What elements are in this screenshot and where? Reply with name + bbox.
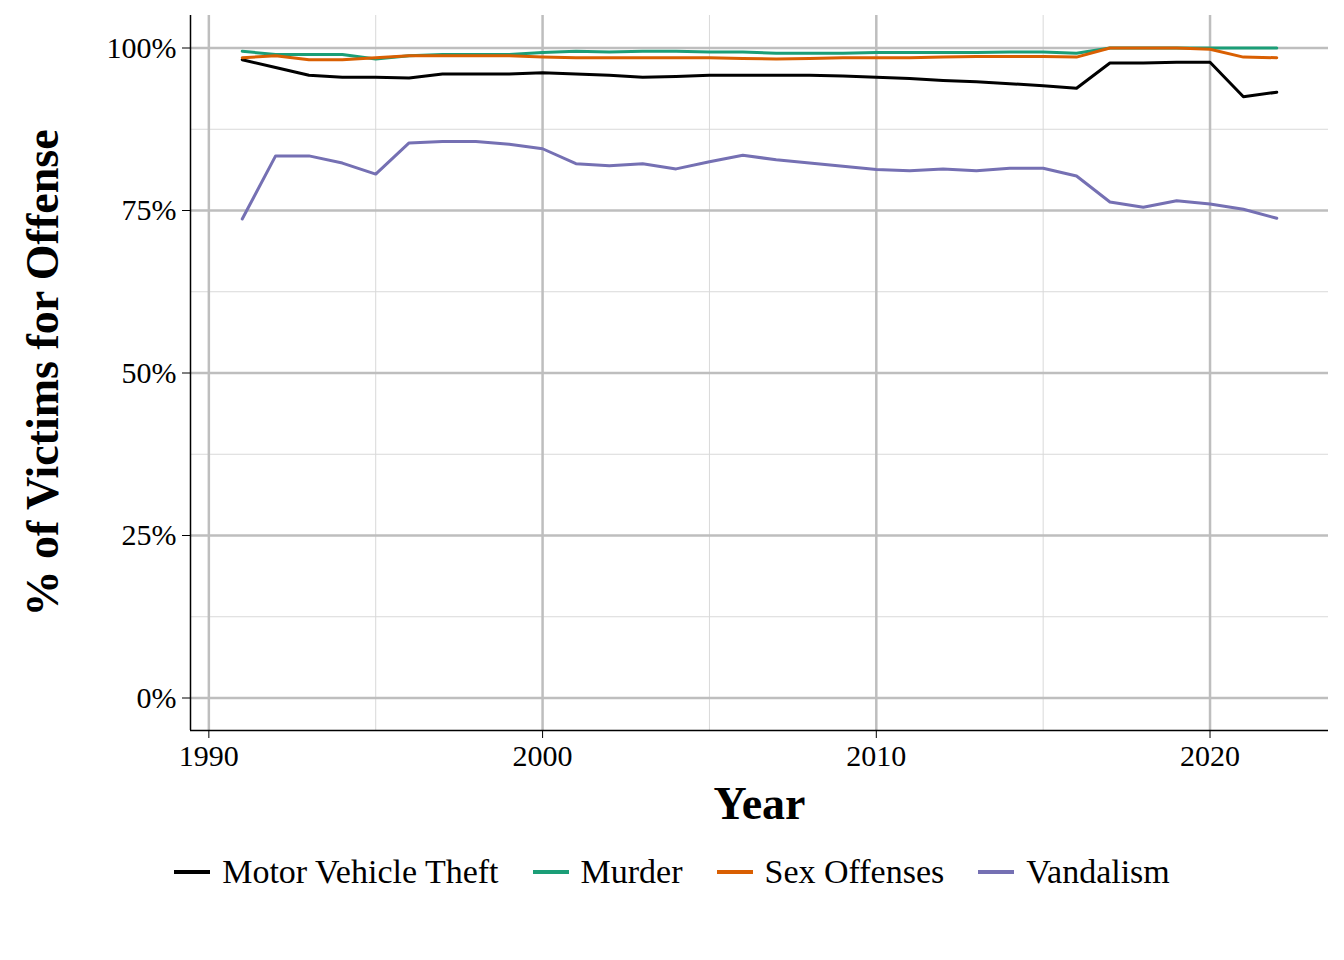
svg-text:Year: Year xyxy=(714,778,806,829)
svg-text:% of Victims for Offense: % of Victims for Offense xyxy=(17,129,68,616)
html-text:Murder: Murder xyxy=(580,853,683,890)
html-text:Motor Vehicle Theft: Motor Vehicle Theft xyxy=(222,853,499,890)
svg-text:0%: 0% xyxy=(137,681,177,714)
svg-text:2000: 2000 xyxy=(513,739,573,772)
svg-text:25%: 25% xyxy=(122,518,177,551)
svg-text:1990: 1990 xyxy=(179,739,239,772)
svg-text:50%: 50% xyxy=(122,356,177,389)
svg-text:75%: 75% xyxy=(122,193,177,226)
html-text:Vandalism: Vandalism xyxy=(1026,853,1170,890)
svg-text:2020: 2020 xyxy=(1180,739,1240,772)
svg-text:2010: 2010 xyxy=(846,739,906,772)
html-text:Sex Offenses: Sex Offenses xyxy=(764,853,945,890)
svg-text:100%: 100% xyxy=(107,31,177,64)
